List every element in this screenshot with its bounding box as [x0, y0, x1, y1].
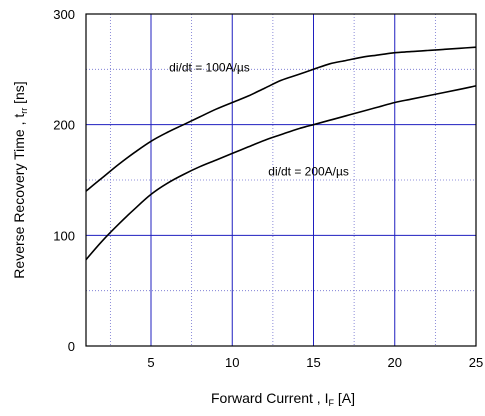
y-axis-label-subscript: rr	[19, 108, 29, 114]
axis-ticks: 5 10 15 20 25 0 100 200 300	[53, 7, 483, 370]
x-axis-label-unit: [A]	[334, 390, 355, 406]
series-line-di-dt-100	[85, 46, 477, 192]
y-axis-label-unit: [ns]	[11, 81, 27, 107]
x-axis-label-subscript: F	[328, 398, 334, 408]
x-axis-label: Forward Current , IF [A]	[211, 390, 355, 408]
x-tick-label: 5	[147, 355, 154, 370]
y-tick-label: 300	[53, 7, 75, 22]
annotations: di/dt = 100A/µs di/dt = 200A/µs	[169, 61, 349, 179]
y-axis-label-main: Reverse Recovery Time , t	[11, 114, 27, 279]
y-tick-label: 100	[53, 228, 75, 243]
x-tick-label: 25	[469, 355, 483, 370]
x-tick-label: 20	[388, 355, 402, 370]
plot-frame	[85, 13, 477, 347]
series-layer	[85, 46, 477, 261]
x-axis-label-main: Forward Current , I	[211, 390, 328, 406]
x-tick-label: 15	[306, 355, 320, 370]
x-tick-label: 10	[225, 355, 239, 370]
y-tick-label: 200	[53, 118, 75, 133]
series-annotation-di-dt-200: di/dt = 200A/µs	[268, 165, 349, 179]
series-line-di-dt-200	[85, 85, 477, 261]
series-annotation-di-dt-100: di/dt = 100A/µs	[169, 61, 250, 75]
y-tick-label: 0	[68, 339, 75, 354]
minor-grid	[86, 14, 476, 346]
major-grid	[86, 14, 476, 346]
y-axis-label: Reverse Recovery Time , trr [ns]	[11, 81, 29, 278]
